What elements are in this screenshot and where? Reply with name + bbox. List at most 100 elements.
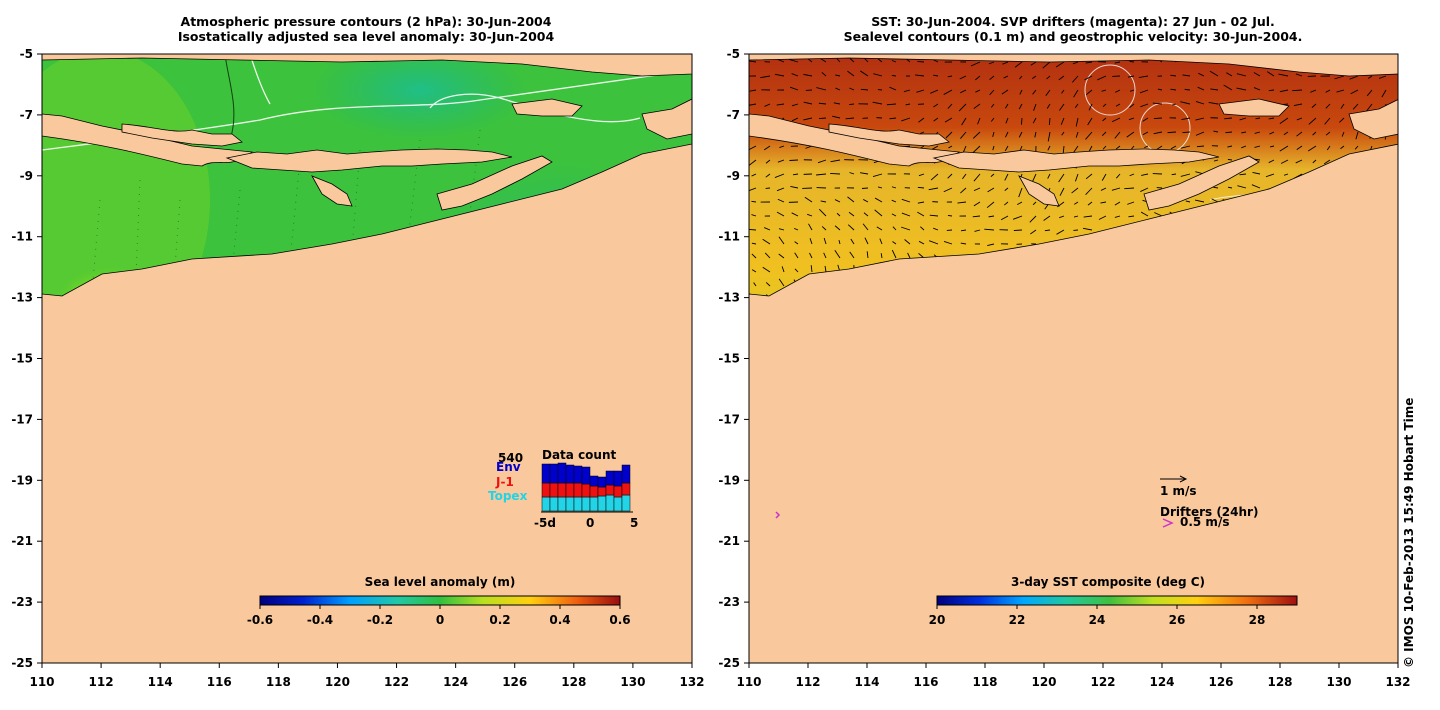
velocity-arrow — [1268, 89, 1275, 92]
velocity-arrow — [874, 209, 883, 217]
inset-bar-segment — [613, 485, 623, 498]
velocity-arrow — [1227, 186, 1233, 189]
velocity-arrow — [1278, 73, 1289, 77]
velocity-arrow — [891, 186, 897, 189]
velocity-arrow — [1167, 131, 1177, 134]
velocity-arrow — [1311, 103, 1317, 108]
velocity-arrow — [947, 75, 953, 78]
velocity-arrow — [764, 252, 771, 259]
velocity-arrow — [1340, 103, 1345, 109]
velocity-arrow — [1046, 103, 1051, 109]
velocity-arrow — [1198, 72, 1205, 77]
velocity-arrow — [961, 117, 967, 126]
sla-colorbar-label: Sea level anomaly (m) — [365, 575, 516, 589]
velocity-arrow — [1085, 131, 1093, 140]
velocity-arrow — [873, 73, 883, 77]
velocity-arrow — [973, 103, 981, 109]
velocity-arrow — [987, 243, 995, 247]
velocity-arrow — [972, 131, 981, 139]
velocity-arrow — [1129, 89, 1135, 92]
velocity-arrow — [776, 187, 785, 192]
velocity-arrow — [1030, 61, 1037, 66]
velocity-arrow — [1111, 117, 1121, 123]
velocity-arrow — [778, 228, 785, 231]
velocity-arrow — [753, 282, 757, 287]
velocity-arrow — [1296, 131, 1303, 137]
velocity-arrow — [958, 103, 967, 112]
velocity-arrow — [989, 75, 995, 81]
velocity-arrow — [1012, 215, 1023, 220]
velocity-arrow — [849, 58, 855, 63]
sst-lon-tick: 128 — [1267, 675, 1292, 689]
velocity-arrow — [930, 173, 939, 181]
sla-colorbar-tick: 0.6 — [609, 613, 630, 627]
velocity-arrow — [1114, 201, 1121, 206]
velocity-arrow — [1002, 61, 1009, 65]
velocity-arrow — [1334, 75, 1345, 80]
velocity-arrow — [1241, 131, 1247, 134]
velocity-arrow — [986, 201, 995, 209]
velocity-arrow — [820, 200, 827, 203]
velocity-arrow — [1075, 117, 1079, 127]
velocity-arrow — [1224, 117, 1233, 120]
velocity-arrow — [886, 103, 897, 106]
velocity-arrow — [803, 101, 813, 105]
velocity-arrow — [836, 58, 841, 63]
velocity-arrow — [960, 242, 967, 245]
sla-lat-tick: -15 — [11, 352, 33, 366]
velocity-arrow — [1059, 187, 1065, 196]
velocity-arrow — [1195, 117, 1205, 121]
sst-colorbar-label: 3-day SST composite (deg C) — [1011, 575, 1205, 589]
velocity-arrow — [818, 208, 827, 217]
velocity-arrow — [1100, 201, 1107, 204]
velocity-arrow — [891, 199, 897, 203]
velocity-arrow — [1114, 215, 1121, 218]
velocity-arrow — [1102, 117, 1107, 122]
sla-lon-tick: 114 — [148, 675, 173, 689]
velocity-arrow — [1005, 103, 1009, 109]
velocity-arrow — [834, 225, 841, 231]
velocity-arrow — [778, 236, 785, 245]
velocity-arrow — [774, 173, 785, 178]
velocity-arrow — [1308, 117, 1317, 125]
velocity-arrow — [1114, 61, 1121, 64]
velocity-arrow — [765, 282, 771, 287]
velocity-arrow — [1083, 215, 1093, 218]
velocity-arrow — [1323, 159, 1331, 165]
velocity-arrow — [889, 86, 897, 91]
velocity-arrow — [1128, 215, 1135, 218]
velocity-arrow — [1381, 89, 1387, 98]
velocity-arrow — [1085, 61, 1093, 64]
velocity-arrow — [872, 173, 883, 178]
velocity-arrow — [992, 145, 995, 151]
velocity-arrow — [1056, 229, 1065, 235]
velocity-arrow — [874, 197, 883, 203]
velocity-arrow — [849, 172, 855, 175]
velocity-arrow — [943, 89, 953, 95]
velocity-arrow — [834, 250, 841, 259]
velocity-arrow — [821, 226, 827, 231]
velocity-arrow — [1266, 71, 1275, 77]
velocity-arrow — [975, 89, 981, 93]
velocity-arrow — [1116, 173, 1121, 179]
velocity-arrow — [1060, 117, 1065, 125]
velocity-arrow — [1098, 215, 1107, 220]
velocity-arrow — [1154, 212, 1163, 217]
velocity-arrow — [1269, 131, 1275, 135]
velocity-arrow — [765, 173, 771, 178]
velocity-arrow — [850, 238, 855, 245]
sla-lon-tick: 112 — [89, 675, 114, 689]
sst-colorbar-tick: 24 — [1089, 613, 1106, 627]
velocity-arrow — [1157, 88, 1163, 91]
velocity-arrow — [793, 227, 799, 231]
sst-lon-tick: 130 — [1326, 675, 1351, 689]
velocity-arrow — [1000, 215, 1009, 221]
velocity-arrow — [933, 117, 939, 122]
velocity-arrow — [930, 89, 939, 94]
velocity-arrow — [877, 186, 883, 189]
velocity-arrow — [1295, 73, 1303, 77]
imos-credit: © IMOS 10-Feb-2013 15:49 Hobart Time — [1402, 397, 1416, 668]
velocity-arrow — [834, 199, 841, 203]
velocity-arrow — [762, 266, 771, 273]
velocity-arrow — [1082, 227, 1093, 231]
